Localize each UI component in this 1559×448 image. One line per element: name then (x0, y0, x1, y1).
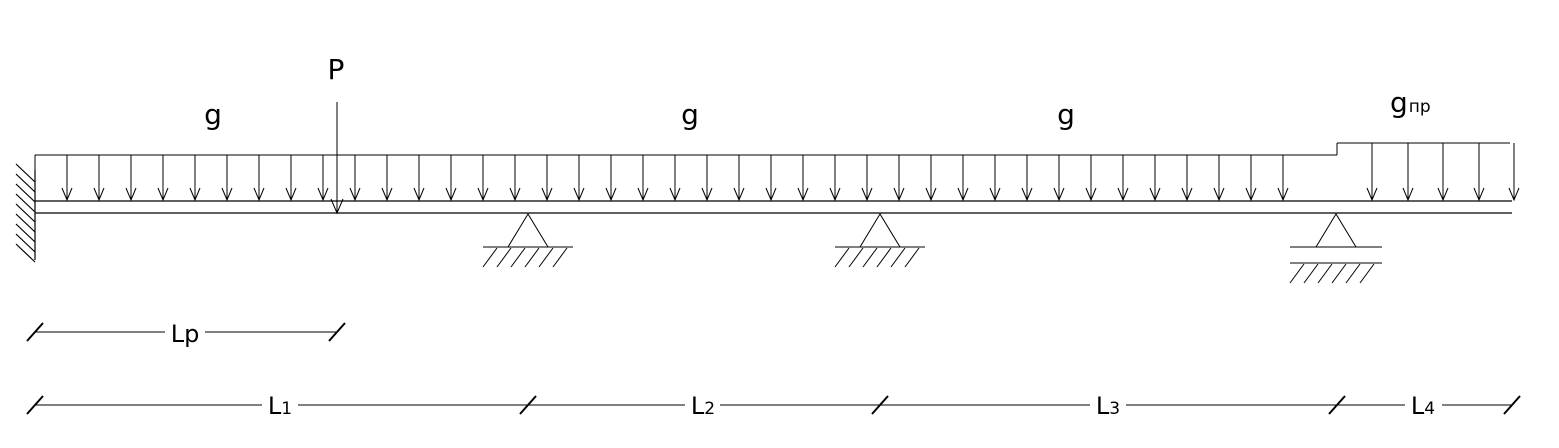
dimension-chain-l (26, 395, 1521, 415)
ground-hatch-line (834, 247, 850, 268)
dimension-lp (26, 322, 346, 342)
dimension-l2-label: L2 (691, 392, 715, 420)
ground-hatch-line (524, 247, 540, 268)
distributed-load-label-2: g (681, 98, 699, 131)
ground-hatch-line (552, 247, 568, 268)
point-load-label: P (328, 53, 345, 86)
wall-hatch-line (15, 223, 36, 243)
ground-hatch-line (1331, 263, 1347, 284)
wall-hatch (15, 163, 36, 263)
load-arrow (669, 155, 681, 202)
load-arrow (1085, 155, 1097, 202)
ground-hatch-line (890, 247, 906, 268)
load-arrow (893, 155, 905, 202)
ground-hatch-line (1359, 263, 1375, 284)
load-arrow (765, 155, 777, 202)
load-arrow (1149, 155, 1161, 202)
load-arrow (1117, 155, 1129, 202)
load-arrow (1213, 155, 1225, 202)
roller-support (1289, 213, 1382, 284)
load-arrow (221, 155, 233, 202)
load-arrow (701, 155, 713, 202)
load-arrow (317, 155, 329, 202)
beam (35, 200, 1512, 214)
ground-hatch (482, 247, 568, 268)
distributed-load-label-1: g (204, 98, 222, 131)
load-arrow (861, 155, 873, 202)
wall-hatch-line (15, 173, 36, 193)
load-arrow (1181, 155, 1193, 202)
dimension-l4-label: L4 (1411, 392, 1435, 420)
wall-hatch-line (15, 183, 36, 203)
load-gpr-arrow (1473, 143, 1485, 202)
load-arrow (1021, 155, 1033, 202)
ground-hatch-line (1289, 263, 1305, 284)
load-arrow (477, 155, 489, 202)
ground-hatch-line (510, 247, 526, 268)
ground-hatch-line (904, 247, 920, 268)
load-arrow (253, 155, 265, 202)
load-arrow (573, 155, 585, 202)
load-arrow (637, 155, 649, 202)
load-arrow (125, 155, 137, 202)
load-gpr-arrow (1402, 143, 1414, 202)
load-arrow (797, 155, 809, 202)
load-arrow (157, 155, 169, 202)
load-arrow (925, 155, 937, 202)
load-arrow (93, 155, 105, 202)
dimension-l1-label: L1 (268, 392, 292, 420)
ground-hatch-line (1303, 263, 1319, 284)
load-arrow (189, 155, 201, 202)
wall-hatch-line (15, 213, 36, 233)
load-arrow (829, 155, 841, 202)
distributed-load-gpr (1336, 142, 1520, 202)
distributed-load-arrows (61, 155, 1289, 202)
dimension-lp-label: Lp (171, 320, 200, 348)
load-arrow (509, 155, 521, 202)
point-load-p (330, 102, 344, 215)
wall-hatch-line (15, 163, 36, 183)
wall-hatch-line (15, 193, 36, 213)
load-arrow (285, 155, 297, 202)
load-gpr-arrow (1366, 143, 1378, 202)
load-arrow (989, 155, 1001, 202)
ground-hatch-line (848, 247, 864, 268)
ground-hatch-line (482, 247, 498, 268)
load-arrow (349, 155, 361, 202)
load-gpr-arrow (1508, 143, 1520, 202)
dimension-l3-label: L3 (1096, 392, 1120, 420)
ground-hatch-line (538, 247, 554, 268)
ground-hatch-line (496, 247, 512, 268)
load-arrow (541, 155, 553, 202)
ground-hatch-line (876, 247, 892, 268)
load-arrow (1245, 155, 1257, 202)
distributed-load-gpr-label: gпр (1390, 86, 1431, 119)
load-arrow (733, 155, 745, 202)
ground-hatch-line (1317, 263, 1333, 284)
load-arrow (61, 155, 73, 202)
load-arrow (957, 155, 969, 202)
distributed-load-g (34, 154, 1337, 202)
ground-hatch-line (862, 247, 878, 268)
gpr-subscript: пр (1409, 97, 1431, 117)
ground-hatch (1289, 263, 1375, 284)
distributed-load-gpr-arrows (1366, 143, 1520, 202)
distributed-load-label-3: g (1057, 98, 1075, 131)
load-arrow (381, 155, 393, 202)
wall-hatch-line (15, 203, 36, 223)
load-arrow (413, 155, 425, 202)
pinned-support-2 (834, 213, 925, 268)
load-arrow (445, 155, 457, 202)
pinned-support-1 (482, 213, 573, 268)
wall-hatch-line (15, 233, 36, 253)
load-arrow (1053, 155, 1065, 202)
load-gpr-arrow (1437, 143, 1449, 202)
fixed-support (15, 163, 36, 263)
ground-hatch-line (1345, 263, 1361, 284)
wall-hatch-line (15, 243, 36, 263)
ground-hatch (834, 247, 920, 268)
load-arrow (605, 155, 617, 202)
load-arrow (1277, 155, 1289, 202)
